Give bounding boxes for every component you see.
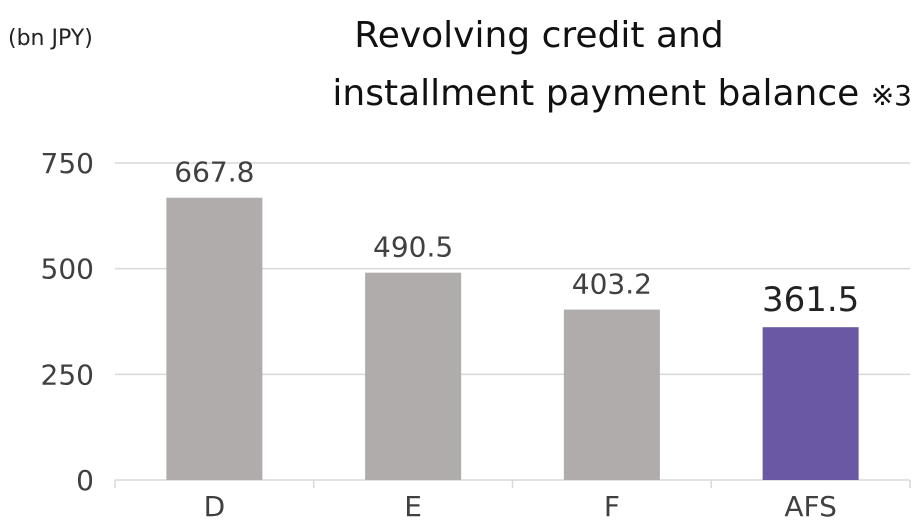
chart-title-line1: Revolving credit and [354,15,724,56]
x-category-label: F [604,490,620,523]
bar [563,309,660,480]
x-category-label: E [404,490,422,523]
x-category-label: AFS [784,490,837,523]
bar [762,327,859,480]
y-tick-label: 750 [41,147,94,180]
bar [365,272,462,480]
unit-label: (bn JPY) [8,26,93,51]
data-label: 361.5 [762,280,859,320]
x-category-label: D [204,490,226,523]
data-label: 403.2 [572,268,652,301]
chart-title-line2-text: installment payment balance [332,73,860,114]
y-tick-label: 250 [41,358,94,391]
chart-title-note: ※3 [870,79,912,112]
y-tick-label: 0 [76,464,94,497]
bar [166,197,263,480]
data-label: 667.8 [174,156,254,189]
y-tick-label: 500 [41,253,94,286]
chart-title-line2: installment payment balance ※3 [150,70,918,120]
data-label: 490.5 [373,231,453,264]
